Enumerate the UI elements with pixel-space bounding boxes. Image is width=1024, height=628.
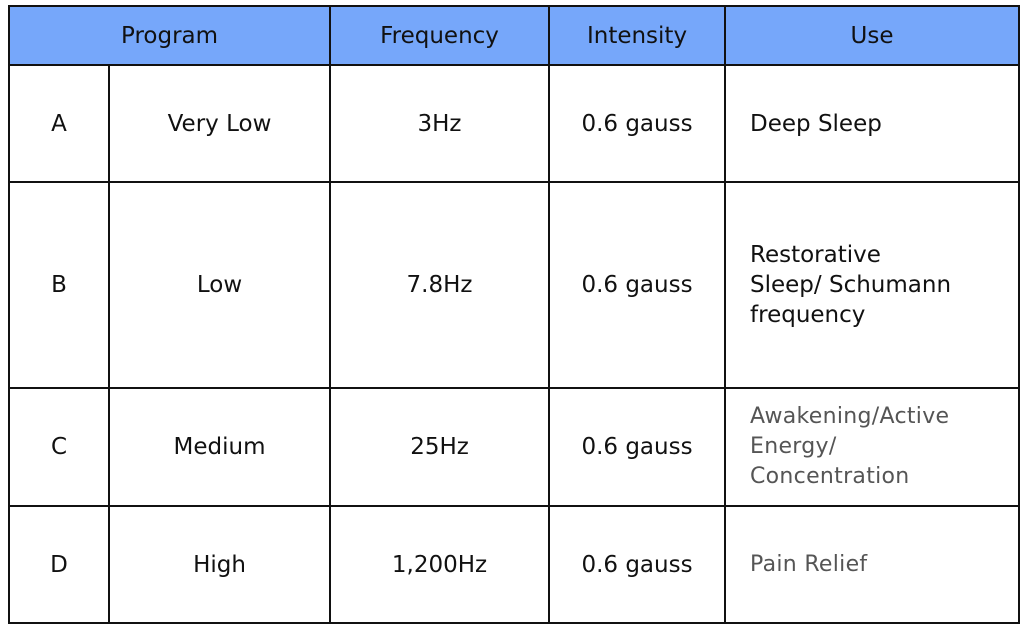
cell: 0.6 gauss [548,505,727,624]
cell: A [8,64,110,183]
cell: Medium [107,387,332,507]
use-line: Restorative [750,242,881,268]
use-cell: Pain Relief [724,505,1021,624]
use-line: Pain Relief [750,551,868,577]
cell: Very Low [107,64,332,183]
header-cell: Frequency [329,5,551,66]
cell: Low [107,181,332,389]
use-line: Concentration [750,464,910,489]
header-cell: Intensity [548,5,727,66]
cell: 1,200Hz [329,505,551,624]
cell: 0.6 gauss [548,64,727,183]
cell: D [8,505,110,624]
header-cell: Program [7,5,332,66]
cell: 0.6 gauss [548,387,727,507]
header-row: Program Frequency Intensity Use [7,5,1021,66]
program-table: Program Frequency Intensity Use A Very L… [7,5,1021,624]
use-line: Energy/ [750,434,837,459]
cell: High [107,505,332,624]
table-row: B Low 7.8Hz 0.6 gauss Restorative Sleep/… [8,181,1021,389]
use-line: Deep Sleep [750,110,882,137]
use-cell: Awakening/Active Energy/ Concentration [724,387,1021,507]
cell: 25Hz [329,387,551,507]
use-cell: Deep Sleep [724,64,1021,183]
table-row: D High 1,200Hz 0.6 gauss Pain Relief [8,505,1021,624]
cell: 3Hz [329,64,551,183]
use-line: Sleep/ Schumann [750,272,952,298]
table-row: A Very Low 3Hz 0.6 gauss Deep Sleep [8,64,1021,183]
table-row: C Medium 25Hz 0.6 gauss Awakening/Active… [8,387,1021,507]
cell: 7.8Hz [329,181,551,389]
use-line: Awakening/Active [750,404,950,429]
cell: 0.6 gauss [548,181,727,389]
use-line: frequency [750,302,866,328]
header-cell: Use [724,5,1021,66]
use-cell: Restorative Sleep/ Schumann frequency [724,181,1021,389]
cell: B [8,181,110,389]
cell: C [8,387,110,507]
